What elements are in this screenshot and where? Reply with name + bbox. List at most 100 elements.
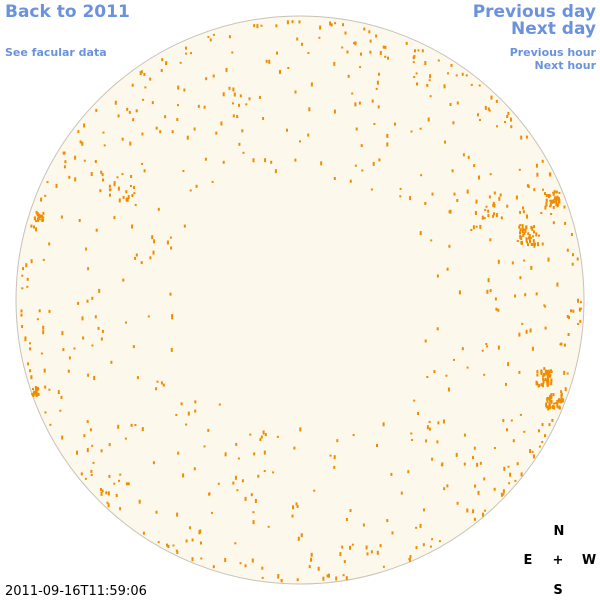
facula [386, 142, 389, 147]
facula [267, 525, 270, 528]
facula [264, 158, 267, 163]
previous-day-link[interactable]: Previous day [473, 2, 596, 22]
facula [382, 45, 385, 49]
facula [529, 239, 531, 244]
facula [211, 180, 214, 183]
facula [479, 119, 481, 121]
facula [108, 443, 111, 447]
facula [81, 141, 84, 146]
facula [333, 455, 336, 460]
facula [126, 107, 129, 111]
facula [95, 108, 98, 112]
facula [567, 333, 570, 336]
facula [34, 389, 37, 392]
facula [426, 376, 429, 378]
facula [193, 467, 196, 471]
facula [489, 173, 492, 176]
facula [520, 236, 523, 240]
facula [100, 337, 103, 341]
facula [185, 423, 188, 426]
facula [497, 259, 500, 264]
facula [186, 135, 189, 140]
facula [486, 289, 489, 294]
facula [35, 392, 38, 395]
facula [222, 92, 225, 97]
facula [550, 393, 553, 396]
back-link[interactable]: Back to 2011 [5, 2, 130, 22]
facula [528, 234, 531, 239]
facula [20, 313, 23, 317]
facula [42, 211, 45, 215]
facula [264, 433, 267, 437]
facula [254, 499, 257, 503]
facula [410, 130, 413, 133]
facula [149, 77, 152, 81]
facula [450, 63, 453, 67]
facula [60, 215, 63, 219]
facula [518, 168, 521, 171]
facula [547, 377, 550, 382]
facula [461, 72, 464, 76]
facular-data-link[interactable]: See facular data [5, 46, 107, 59]
facula [46, 181, 49, 184]
facula [520, 241, 523, 245]
facula [421, 49, 424, 53]
facula [529, 328, 532, 333]
facula [238, 142, 241, 146]
facula [382, 565, 385, 568]
next-day-link[interactable]: Next day [511, 19, 596, 39]
facula [228, 86, 231, 90]
facula [73, 347, 76, 350]
facula [189, 189, 192, 192]
next-hour-link[interactable]: Next hour [535, 59, 597, 72]
facula [344, 31, 347, 35]
facula [342, 23, 344, 27]
facula [64, 160, 67, 164]
facula [308, 565, 311, 569]
facula [125, 190, 128, 194]
facula [205, 77, 208, 81]
facula [550, 395, 553, 398]
facula [164, 115, 167, 119]
facula [553, 201, 556, 204]
facula [378, 158, 381, 162]
facula [510, 125, 513, 129]
facula [566, 315, 569, 318]
facula [368, 30, 371, 34]
facula [296, 505, 299, 508]
facula [557, 398, 560, 403]
facula [422, 543, 425, 547]
facula [566, 372, 569, 375]
facula [80, 472, 83, 476]
compass-east: E [524, 553, 533, 568]
facula [528, 236, 530, 240]
facula [514, 479, 517, 482]
facula [555, 402, 558, 404]
previous-hour-link[interactable]: Previous hour [510, 46, 597, 59]
facula [549, 406, 552, 409]
facula [262, 430, 265, 435]
facula [557, 197, 560, 202]
facula [462, 153, 465, 157]
facula [474, 484, 476, 488]
facula [465, 74, 468, 77]
facula [263, 450, 266, 455]
facula [554, 196, 557, 201]
facula [185, 46, 187, 50]
facula [543, 372, 545, 376]
facula [521, 225, 524, 229]
facula [308, 107, 311, 112]
facula [330, 23, 333, 27]
facula [365, 545, 368, 550]
facula [433, 370, 436, 374]
facula [261, 576, 264, 579]
facula [155, 510, 158, 514]
facula [531, 450, 534, 453]
facula [370, 188, 373, 191]
facula [277, 576, 280, 579]
facula [487, 209, 490, 213]
facula [333, 109, 336, 114]
facula [176, 551, 179, 554]
facula [182, 473, 185, 478]
facula [217, 482, 220, 485]
